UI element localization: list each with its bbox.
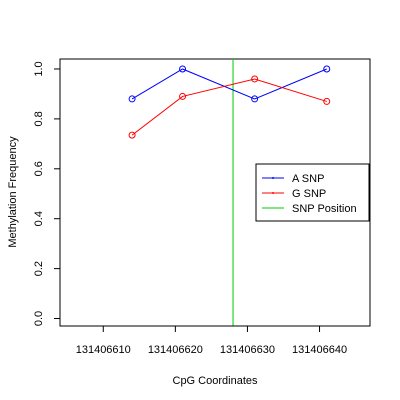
y-tick-label: 1.0 <box>33 61 45 76</box>
y-tick-label: 0.8 <box>33 111 45 126</box>
legend-label: G SNP <box>292 188 326 200</box>
x-tick-label: 131406620 <box>148 344 203 356</box>
data-point-g-snp <box>323 97 331 105</box>
legend-label: A SNP <box>292 173 324 185</box>
x-tick-label: 131406610 <box>76 344 131 356</box>
x-tick-label: 131406640 <box>292 344 347 356</box>
y-axis-label: Methylation Frequency <box>7 136 19 248</box>
y-tick-label: 0.6 <box>33 161 45 176</box>
y-tick-label: 0.0 <box>33 311 45 326</box>
data-point-a-snp <box>323 65 331 73</box>
legend-label: SNP Position <box>292 203 357 215</box>
x-axis-label: CpG Coordinates <box>173 375 258 387</box>
y-tick-label: 0.4 <box>33 211 45 226</box>
data-point-a-snp <box>179 65 187 73</box>
data-point-a-snp <box>128 95 136 103</box>
legend-marker <box>272 192 274 194</box>
data-point-g-snp <box>251 75 259 83</box>
legend: A SNP G SNP SNP Position <box>255 163 370 222</box>
series-line-a-snp <box>131 68 327 100</box>
x-tick-label: 131406630 <box>220 344 275 356</box>
data-point-g-snp <box>179 92 187 100</box>
series-line-g-snp <box>131 78 327 136</box>
y-tick-label: 0.2 <box>33 261 45 276</box>
data-point-g-snp <box>128 131 136 139</box>
legend-marker <box>272 177 274 179</box>
data-point-a-snp <box>251 95 259 103</box>
